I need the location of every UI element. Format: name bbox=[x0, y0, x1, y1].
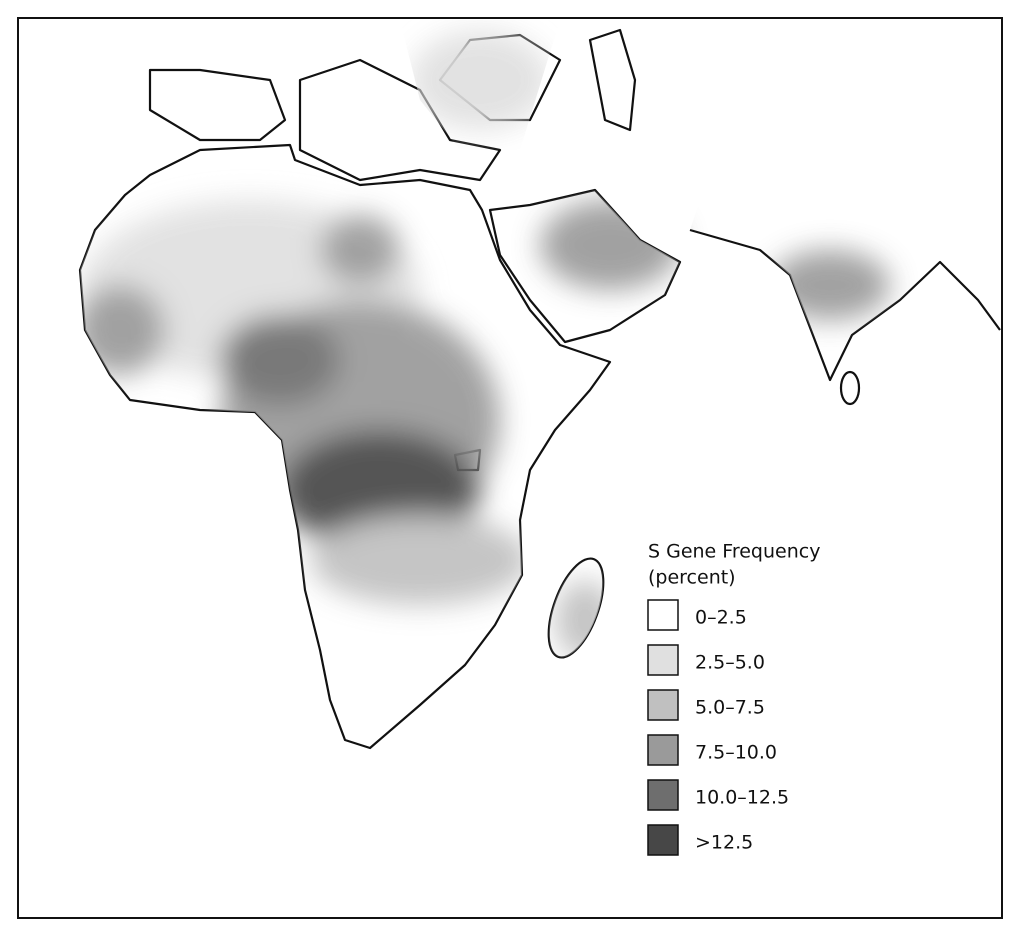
legend-label: 0–2.5 bbox=[695, 607, 747, 629]
legend-label: >12.5 bbox=[695, 832, 753, 854]
legend-swatch bbox=[647, 734, 679, 766]
legend-swatch bbox=[647, 689, 679, 721]
legend-label: 2.5–5.0 bbox=[695, 652, 765, 674]
legend-label: 7.5–10.0 bbox=[695, 742, 777, 764]
legend-swatch bbox=[647, 644, 679, 676]
legend-title: S Gene Frequency bbox=[648, 541, 820, 563]
legend-subtitle: (percent) bbox=[648, 567, 736, 589]
legend: S Gene Frequency (percent) 0–2.5 2.5–5.0 5… bbox=[647, 541, 820, 856]
legend-label: 5.0–7.5 bbox=[695, 697, 765, 719]
frequency-shading bbox=[80, 30, 890, 660]
legend-swatch bbox=[647, 779, 679, 811]
legend-swatch bbox=[647, 599, 679, 631]
legend-swatch bbox=[647, 824, 679, 856]
legend-label: 10.0–12.5 bbox=[695, 787, 789, 809]
